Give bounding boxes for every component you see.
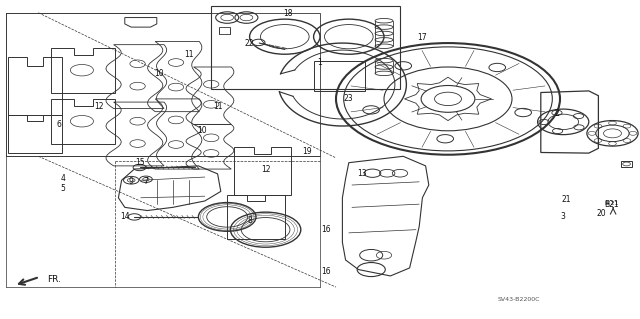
Text: 3: 3 <box>561 212 566 221</box>
Text: 10: 10 <box>196 126 207 135</box>
Text: FR.: FR. <box>47 275 61 284</box>
Bar <box>211 6 400 89</box>
Text: 6: 6 <box>56 120 61 129</box>
Text: 18: 18 <box>284 9 292 18</box>
Text: 7: 7 <box>143 177 148 186</box>
Text: 12: 12 <box>95 102 104 111</box>
Text: 1: 1 <box>317 58 323 67</box>
Text: 11: 11 <box>213 102 222 111</box>
Bar <box>6 13 320 156</box>
Text: 8: 8 <box>247 216 252 225</box>
Text: 21: 21 <box>562 195 571 204</box>
Text: 9: 9 <box>129 177 134 186</box>
Text: 5: 5 <box>60 184 65 193</box>
Text: 10: 10 <box>154 69 164 78</box>
Text: 12: 12 <box>261 165 270 174</box>
Text: 20: 20 <box>596 209 607 218</box>
Bar <box>219 27 230 34</box>
Bar <box>621 161 632 167</box>
Text: B-21: B-21 <box>604 201 618 206</box>
Text: 17: 17 <box>417 33 428 42</box>
Text: SV43-B2200C: SV43-B2200C <box>497 297 540 302</box>
Text: 19: 19 <box>302 147 312 156</box>
Text: 15: 15 <box>134 158 145 167</box>
Text: 14: 14 <box>120 212 130 221</box>
Bar <box>314 61 365 91</box>
Text: 11: 11 <box>184 50 193 59</box>
Text: 16: 16 <box>321 267 332 276</box>
Text: 16: 16 <box>321 225 332 234</box>
Text: 4: 4 <box>60 174 65 183</box>
Text: B21: B21 <box>604 200 618 209</box>
Text: 22: 22 <box>245 39 254 48</box>
Text: 2: 2 <box>554 109 559 118</box>
Text: 23: 23 <box>344 94 354 103</box>
Text: 13: 13 <box>356 169 367 178</box>
